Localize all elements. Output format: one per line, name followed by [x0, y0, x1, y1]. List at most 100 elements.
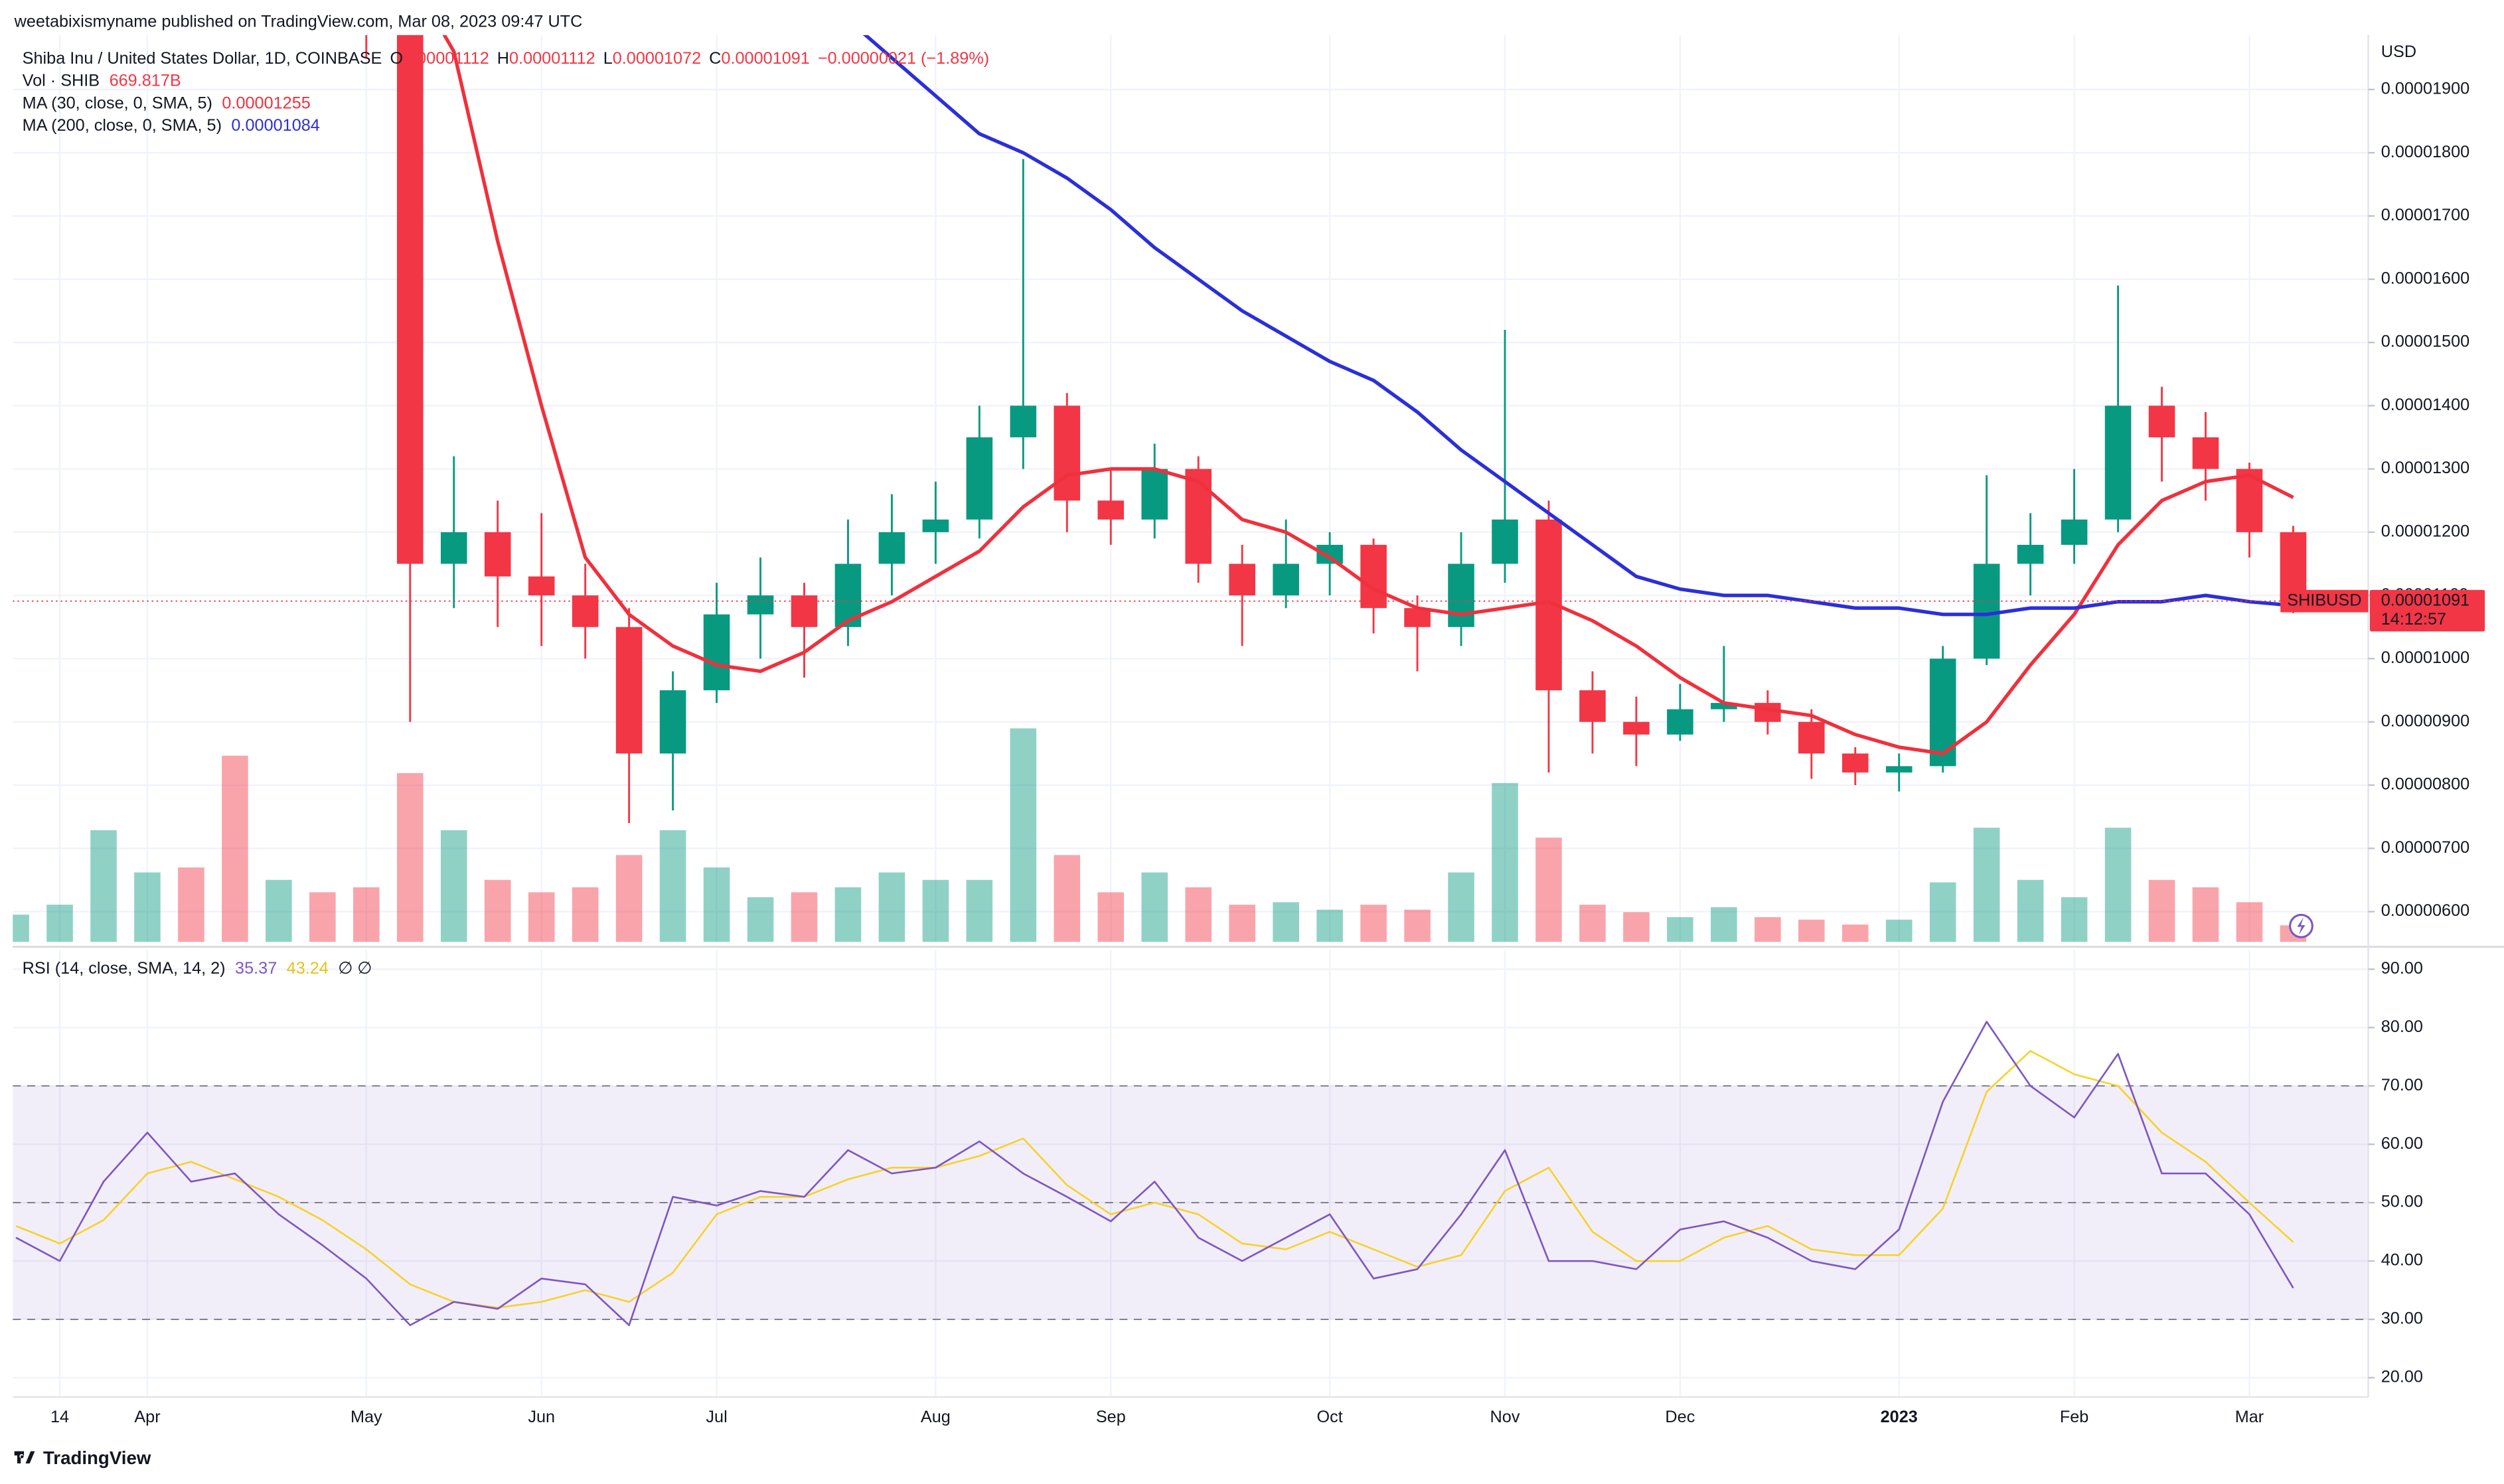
rsi-y-tick-label: 50.00 [2381, 1193, 2423, 1211]
volume-bar [440, 830, 467, 942]
candle-body [484, 532, 511, 577]
x-tick-label: Oct [1316, 1408, 1342, 1426]
candle-body [878, 532, 905, 564]
candle-body [2280, 532, 2307, 601]
ohlc-value: 0.00001072 [613, 49, 701, 68]
volume-bar [1316, 909, 1343, 942]
candle-body [396, 35, 424, 564]
candle-body [1492, 519, 1518, 564]
volume-bar [1535, 838, 1562, 942]
candle-body [1229, 563, 1255, 596]
x-tick-label: Jun [528, 1408, 555, 1426]
volume-bar [791, 892, 818, 942]
volume-bar [1404, 909, 1431, 942]
candle-body [572, 595, 599, 627]
candle-body [1404, 608, 1431, 627]
candle-body [1755, 703, 1781, 722]
rsi-y-tick-label: 40.00 [2381, 1251, 2423, 1270]
x-tick-label: Sep [1096, 1408, 1126, 1426]
candle-body [1141, 469, 1168, 520]
x-tick-label: 2023 [1881, 1408, 1918, 1426]
logo-text: TradingView [43, 1447, 151, 1468]
volume-bar [922, 879, 949, 942]
rsi-name: RSI (14, close, SMA, 14, 2) [23, 959, 226, 978]
ohlc-key: C [709, 49, 721, 68]
y-tick-label: 0.00001200 [2381, 522, 2469, 541]
candle-body [659, 690, 686, 754]
y-tick-label: 0.00000900 [2381, 711, 2469, 730]
candle-body [1798, 721, 1825, 754]
candle-body [1973, 563, 2000, 659]
volume-bar [659, 830, 686, 942]
volume-bar [1711, 907, 1737, 942]
rsi-last: 35.37 [235, 959, 277, 978]
volume-bar [615, 855, 643, 942]
volume-bar [484, 879, 511, 942]
volume-bar [13, 915, 29, 942]
volume-bar [1097, 892, 1125, 942]
ma30-legend: MA (30, close, 0, SMA, 5) 0.00001255 [23, 94, 311, 112]
x-tick-label: Nov [1490, 1408, 1520, 1426]
symbol-label: SHIBUSD [2287, 591, 2361, 609]
volume-bar [309, 892, 336, 942]
rsi-ma-line [15, 1050, 2294, 1309]
volume-bar [1229, 905, 1255, 942]
currency: USD [2381, 42, 2416, 61]
volume-legend: Vol · SHIB 669.817B [23, 71, 181, 90]
volume-bar [1448, 872, 1474, 942]
candle-body [1929, 658, 1956, 767]
y-tick-label: 0.00001600 [2381, 269, 2469, 287]
ma200-name: MA (200, close, 0, SMA, 5) [23, 116, 222, 135]
volume-bar [1360, 905, 1387, 942]
volume-bar [703, 867, 730, 942]
y-tick-label: 0.00001300 [2381, 459, 2469, 477]
symbol-label-box [2280, 589, 2369, 613]
volume-bar [178, 867, 204, 942]
volume-bar [2148, 879, 2175, 942]
candle-body [1316, 544, 1343, 564]
candle-body [1010, 406, 1037, 437]
author-line: weetabixismyname published on TradingVie… [14, 12, 583, 31]
volume-bar [266, 879, 292, 942]
candle-body [1360, 544, 1387, 609]
candle-body [1841, 753, 1869, 773]
candle-body [1885, 766, 1913, 773]
x-tick-label: Feb [2060, 1408, 2089, 1426]
volume-bar [528, 892, 555, 942]
ohlc-value: 0.00001091 [721, 49, 809, 68]
x-tick-label: Aug [921, 1408, 951, 1426]
volume-bar [1579, 905, 1606, 942]
candle-body [1667, 709, 1693, 735]
volume-bar [1929, 882, 1956, 942]
rsi-y-tick-label: 30.00 [2381, 1309, 2423, 1328]
ma30-last: 0.00001255 [222, 94, 310, 112]
candle-body [440, 532, 467, 564]
candle-body [1448, 563, 1474, 627]
ma-line [442, 35, 2294, 755]
price-label: 0.00001091 [2381, 591, 2469, 609]
volume-bar [1185, 887, 1212, 942]
x-tick-label: Jul [706, 1408, 727, 1426]
x-tick-label: 14 [50, 1408, 69, 1426]
volume-bar [1798, 919, 1825, 942]
symbol: Shiba Inu / United States Dollar, 1D, CO… [23, 49, 382, 68]
candle-body [2104, 406, 2132, 520]
volume-bar [46, 905, 73, 942]
x-tick-label: Mar [2235, 1408, 2264, 1426]
volume-bar [90, 830, 117, 942]
rsi-y-tick-label: 20.00 [2381, 1368, 2423, 1386]
ohlc-value: 0.00001112 [403, 49, 489, 68]
ohlc-key: H [497, 49, 509, 68]
y-tick-label: 0.00000700 [2381, 838, 2469, 857]
volume-bar [1010, 728, 1037, 942]
volume-bar [572, 887, 599, 942]
y-tick-label: 0.00000800 [2381, 775, 2469, 794]
candle-body [1579, 690, 1606, 722]
alert-bolt [2297, 917, 2306, 935]
x-tick-label: Dec [1665, 1408, 1695, 1426]
x-tick-label: Apr [134, 1408, 160, 1426]
x-tick-label: May [351, 1408, 382, 1426]
candle-body [1711, 703, 1737, 709]
y-tick-label: 0.00001800 [2381, 143, 2469, 161]
